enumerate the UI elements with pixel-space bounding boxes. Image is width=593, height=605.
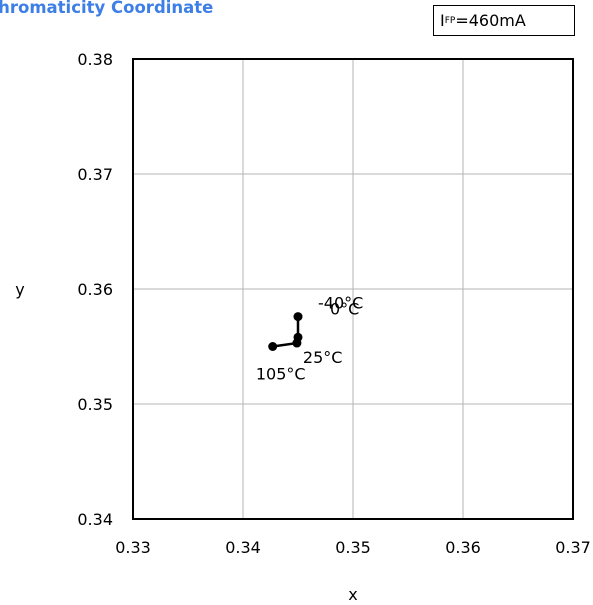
y-tick-label: 0.37: [77, 165, 113, 184]
y-tick-labels: 0.34 0.35 0.36 0.37 0.38: [77, 50, 113, 529]
y-tick-label: 0.36: [77, 280, 113, 299]
data-point-label: 25°C: [303, 348, 343, 367]
condition-subscript: FP: [444, 15, 456, 26]
x-tick-label: 0.34: [225, 538, 261, 557]
data-point-label: 105°C: [256, 365, 306, 384]
data-point-label: 0°C: [330, 299, 359, 318]
x-tick-label: 0.37: [555, 538, 591, 557]
series-layer: [268, 312, 303, 351]
grid: [133, 59, 573, 519]
x-tick-label: 0.35: [335, 538, 371, 557]
data-point: [292, 338, 302, 348]
x-tick-label: 0.36: [445, 538, 481, 557]
condition-box: I FP =460mA: [433, 5, 575, 36]
condition-value: =460mA: [455, 11, 526, 30]
x-tick-labels: 0.33 0.34 0.35 0.36 0.37: [115, 538, 591, 557]
x-tick-label: 0.33: [115, 538, 151, 557]
y-tick-label: 0.35: [77, 395, 113, 414]
chart-title: Chromaticity Coordinate: [0, 0, 214, 17]
y-tick-label: 0.38: [77, 50, 113, 69]
data-point: [293, 312, 303, 322]
y-axis-label: y: [15, 280, 24, 299]
data-point: [268, 342, 278, 351]
plot-frame: [132, 58, 574, 520]
x-axis-label: x: [348, 585, 357, 604]
y-tick-label: 0.34: [77, 510, 113, 529]
condition-symbol: I: [440, 11, 445, 30]
data-point-label: -40°C: [318, 294, 363, 313]
